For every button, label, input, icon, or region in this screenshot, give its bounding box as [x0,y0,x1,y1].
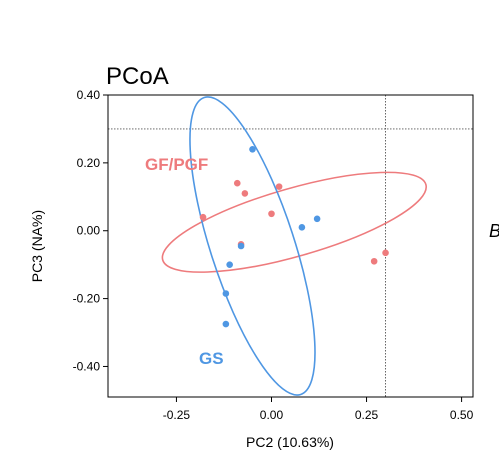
confidence-ellipse-gs [189,96,316,396]
data-point-gs-1 [249,145,256,153]
data-point-gs-5 [226,261,233,268]
data-point-gs-7 [222,320,230,328]
y-tick-label: 0.20 [77,156,101,170]
y-tick-label: 0.00 [77,224,101,238]
x-tick-label: 0.50 [450,408,474,422]
confidence-ellipse-gf-pgf [161,171,428,273]
data-point-gf-pgf-6 [275,183,283,190]
data-point-gs-2 [313,215,321,223]
x-tick-label: 0.00 [260,408,284,422]
x-tick-label: 0.25 [355,408,379,422]
data-point-gs-4 [237,242,245,250]
chart-title: PCoA [106,63,169,90]
y-tick-label: 0.40 [77,88,101,102]
y-axis-label: PC3 (NA%) [29,210,45,282]
data-point-gf-pgf-8 [382,249,389,257]
x-axis-label: PC2 (10.63%) [246,434,334,450]
data-point-gf-pgf-5 [268,210,275,218]
data-point-gf-pgf-3 [241,190,249,197]
plot-frame [107,94,474,398]
y-tick-label: -0.40 [73,359,101,373]
x-tick-label: -0.25 [163,408,191,422]
group-label-gf-pgf: GF/PGF [145,155,208,174]
group-label-gs: GS [199,349,224,368]
clipped-panel-letter: B [489,221,499,241]
y-tick-label: -0.20 [73,292,101,306]
data-point-gf-pgf-2 [233,179,241,187]
data-point-gs-3 [298,224,306,231]
data-point-gs-6 [222,290,230,297]
data-point-gf-pgf-1 [199,213,207,221]
data-point-gf-pgf-7 [370,257,378,265]
